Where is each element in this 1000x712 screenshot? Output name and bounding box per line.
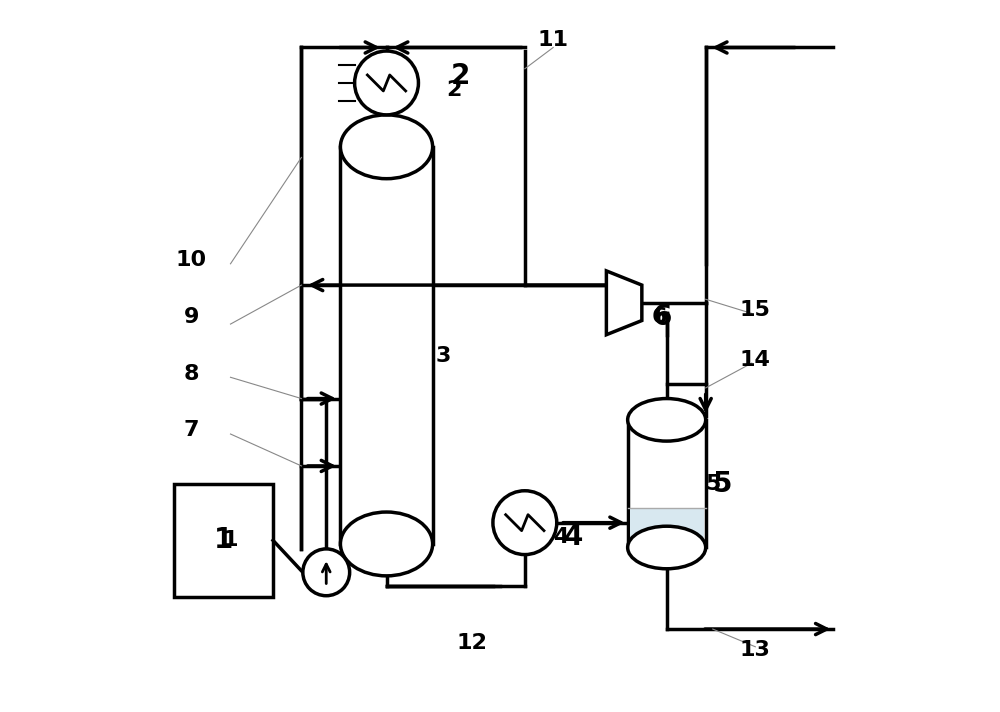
FancyBboxPatch shape [174,483,273,597]
Ellipse shape [340,115,433,179]
Text: 7: 7 [184,421,199,441]
Text: 15: 15 [740,300,771,320]
Text: 5: 5 [713,470,732,498]
Circle shape [303,549,350,596]
Text: 13: 13 [740,640,771,660]
Ellipse shape [628,399,706,441]
Polygon shape [606,271,642,335]
Circle shape [355,51,418,115]
Text: 4: 4 [564,523,583,551]
Ellipse shape [628,526,706,569]
Text: 3: 3 [436,346,451,366]
FancyBboxPatch shape [630,508,704,548]
Text: 14: 14 [740,350,771,370]
Text: 2: 2 [446,80,462,100]
FancyBboxPatch shape [340,147,433,544]
Text: 2: 2 [450,62,470,90]
Text: 8: 8 [184,364,199,384]
Text: 1: 1 [223,530,238,550]
Circle shape [493,491,557,555]
Text: 11: 11 [538,31,569,51]
Text: 5: 5 [705,473,720,493]
Text: 4: 4 [553,527,568,547]
FancyBboxPatch shape [628,420,706,548]
Text: 6: 6 [652,307,667,327]
Text: 6: 6 [652,303,672,331]
Text: 9: 9 [184,307,199,327]
Text: 1: 1 [214,526,233,555]
Text: 12: 12 [456,633,487,653]
Text: 10: 10 [176,250,207,271]
Ellipse shape [340,512,433,576]
